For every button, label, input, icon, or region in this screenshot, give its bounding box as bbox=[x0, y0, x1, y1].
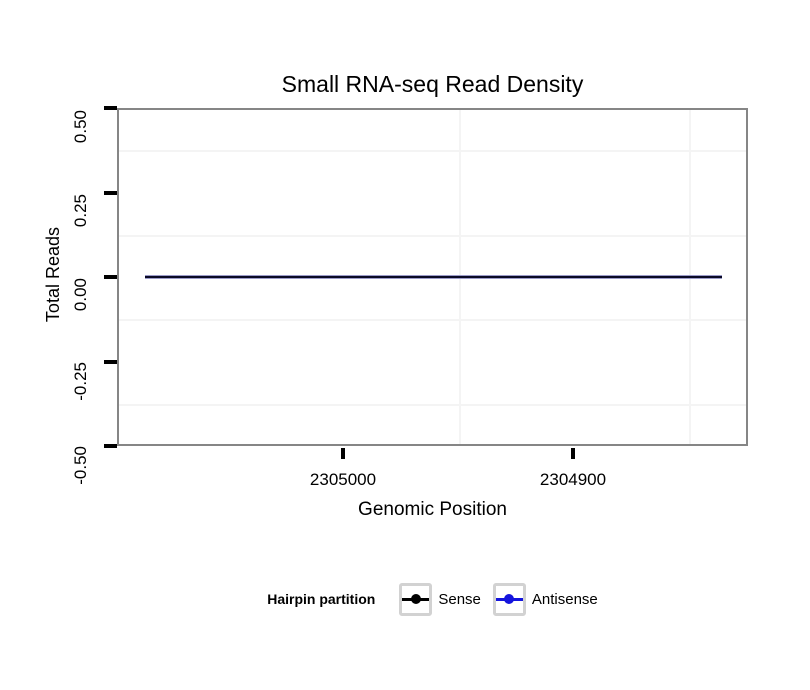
minor-gridline-h bbox=[119, 150, 746, 152]
x-tick-label: 2305000 bbox=[309, 470, 377, 489]
legend-title: Hairpin partition bbox=[267, 591, 376, 607]
sense-point-icon bbox=[410, 594, 421, 604]
legend-label-sense: Sense bbox=[438, 590, 481, 608]
legend-key-antisense bbox=[492, 582, 526, 616]
legend: Hairpin partition Sense Antisense bbox=[117, 581, 748, 617]
minor-gridline-h bbox=[119, 235, 746, 237]
y-tick-label: 0.25 bbox=[71, 194, 90, 228]
x-tick bbox=[341, 448, 345, 459]
x-tick bbox=[571, 448, 575, 459]
y-tick bbox=[104, 191, 117, 195]
x-tick-label: 2304900 bbox=[539, 470, 607, 489]
legend-label-antisense: Antisense bbox=[531, 590, 598, 608]
read-density-line bbox=[145, 275, 722, 279]
minor-gridline-h bbox=[119, 404, 746, 406]
y-tick bbox=[104, 275, 117, 279]
x-axis-title: Genomic Position bbox=[358, 499, 507, 520]
chart-title: Small RNA-seq Read Density bbox=[281, 71, 584, 97]
legend-key-sense bbox=[399, 582, 433, 616]
y-axis-title: Total Reads bbox=[43, 227, 63, 323]
y-tick bbox=[104, 360, 117, 364]
y-tick bbox=[104, 444, 117, 448]
y-tick-label: 0.00 bbox=[71, 278, 90, 312]
y-tick-label: 0.50 bbox=[71, 110, 90, 144]
antisense-point-icon bbox=[504, 594, 515, 604]
y-tick-label: -0.50 bbox=[71, 446, 90, 485]
y-tick bbox=[104, 106, 117, 110]
plot-panel bbox=[117, 108, 748, 446]
y-tick-label: -0.25 bbox=[71, 362, 90, 401]
minor-gridline-h bbox=[119, 319, 746, 321]
